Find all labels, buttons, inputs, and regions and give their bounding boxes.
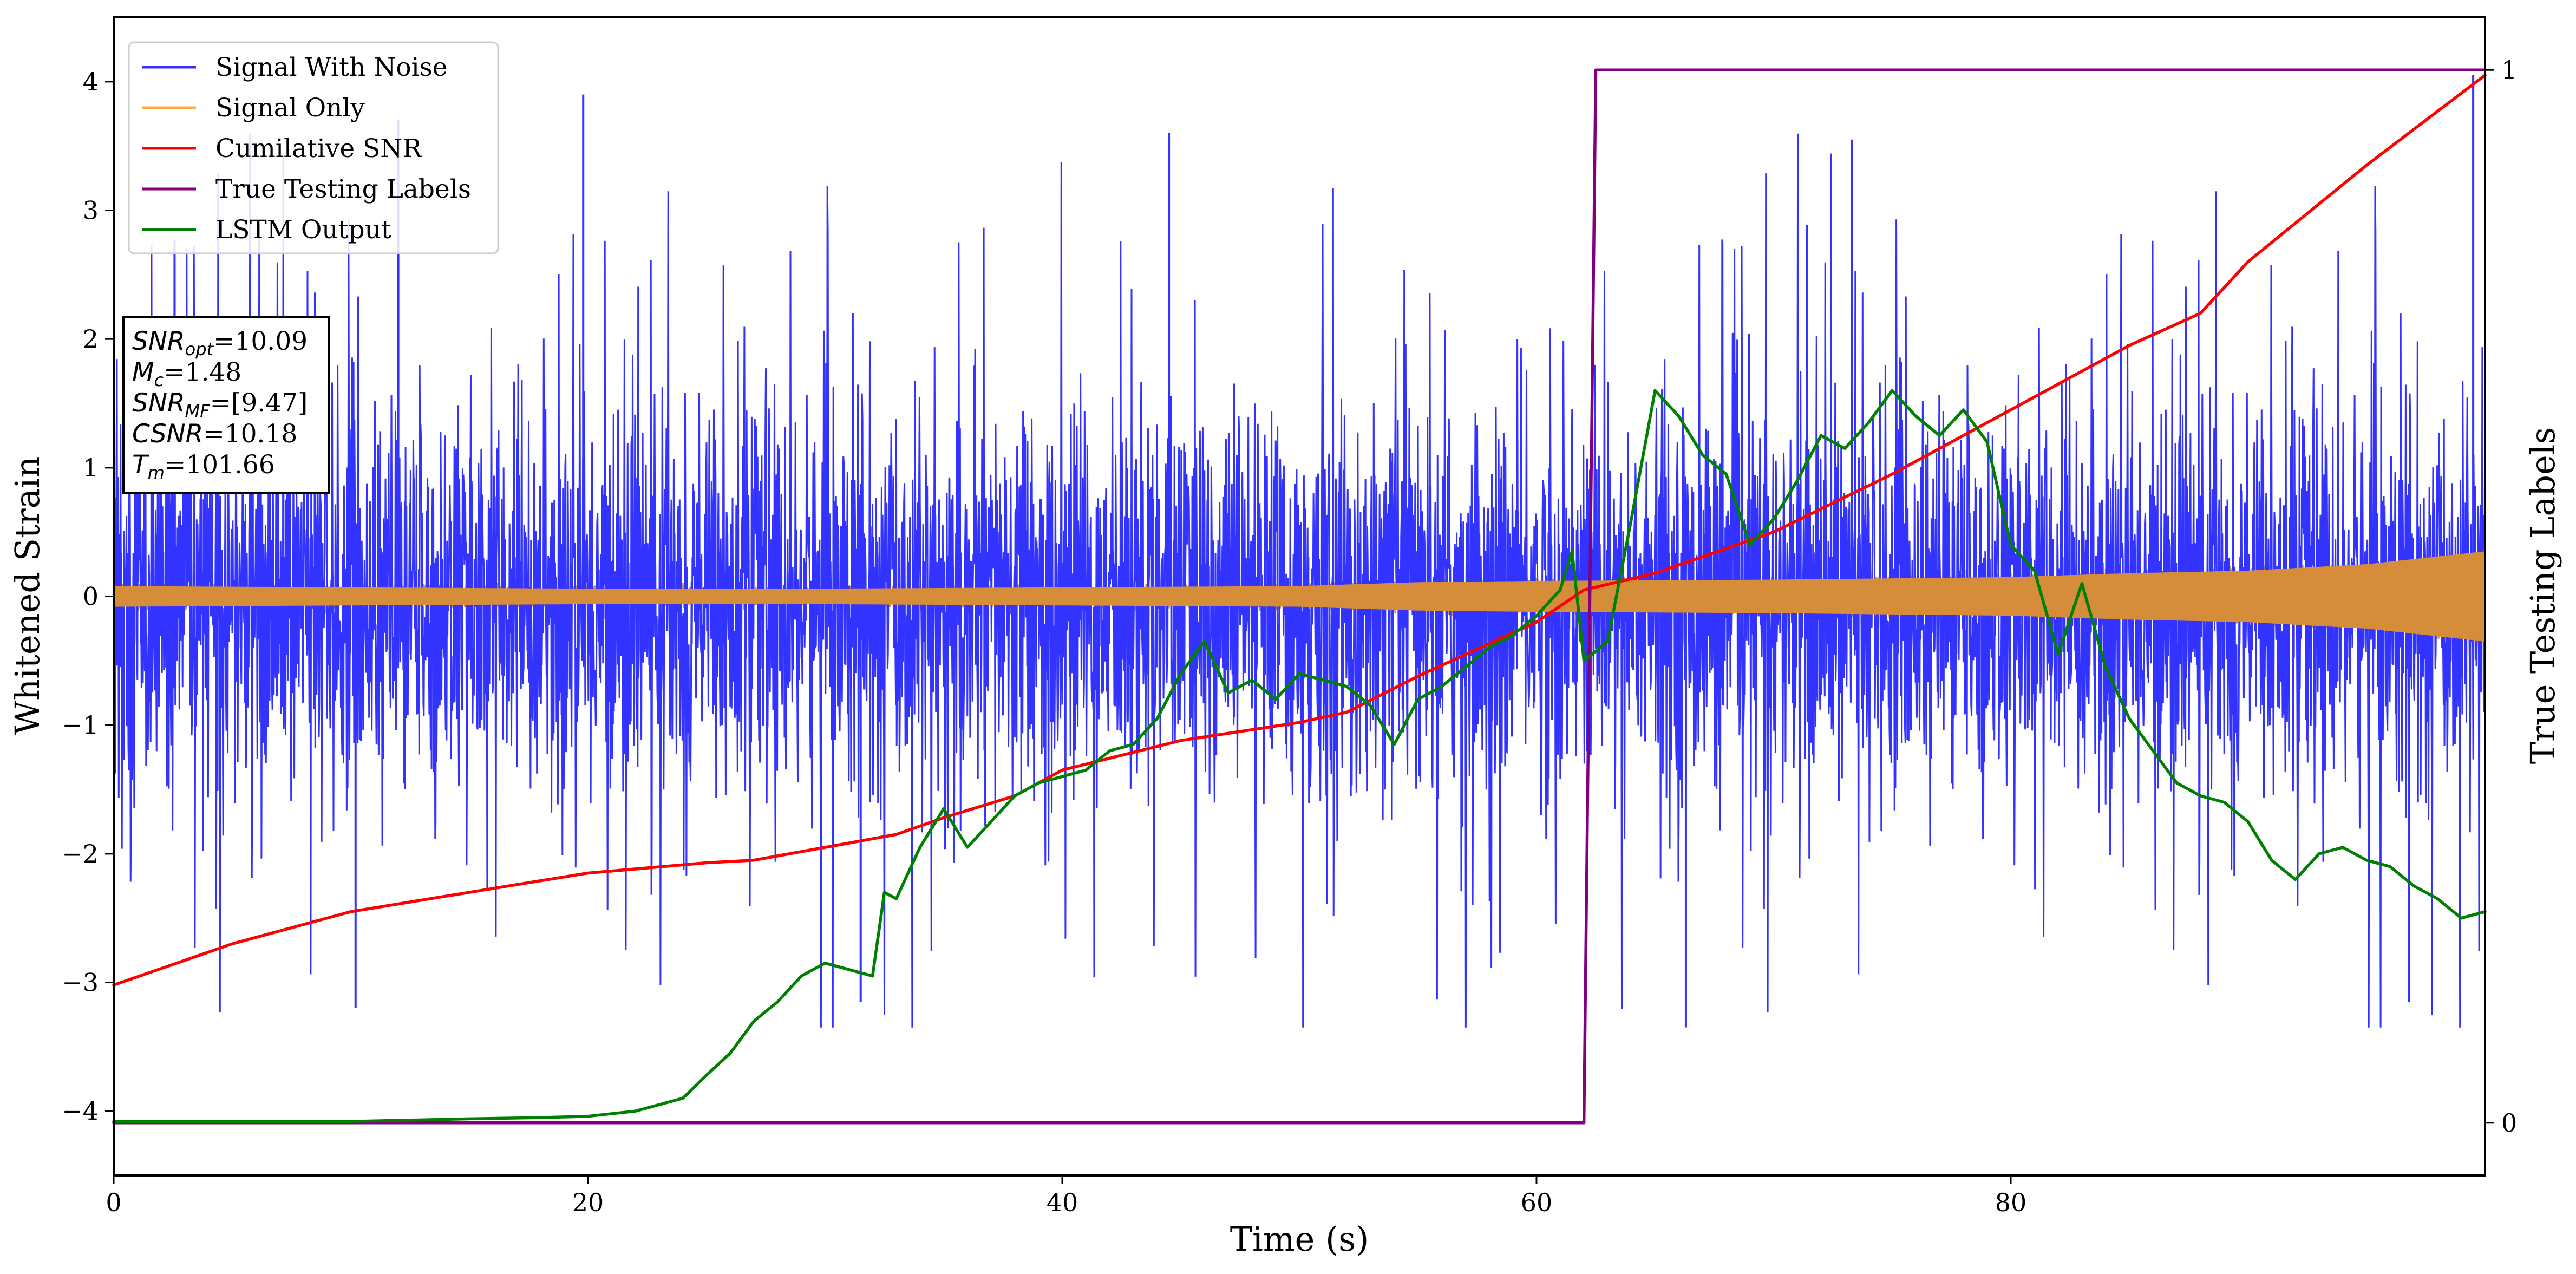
y-tick-label: −3 bbox=[62, 968, 99, 997]
true-testing-labels-series bbox=[112, 68, 2487, 1125]
x-axis-title: Time (s) bbox=[1230, 1219, 1369, 1259]
lstm-output-series bbox=[112, 389, 2487, 1123]
x-tick-label: 80 bbox=[1995, 1188, 2027, 1217]
y-axis-ticks: −4 −3 −2 −1 0 1 2 3 4 bbox=[62, 67, 114, 1126]
signal-with-noise-series bbox=[113, 75, 2486, 1028]
info-line: SNRopt=10.09 bbox=[132, 326, 308, 360]
info-box-frame bbox=[122, 316, 330, 494]
x-tick-label: 60 bbox=[1521, 1188, 1553, 1217]
y-tick-label: 2 bbox=[83, 324, 99, 354]
info-line: Tm=101.66 bbox=[132, 450, 275, 483]
lstm-output-line bbox=[112, 389, 2487, 1123]
info-line: Mc=1.48 bbox=[132, 357, 241, 390]
true-testing-labels-line bbox=[112, 68, 2487, 1125]
legend-box bbox=[128, 41, 499, 254]
y-tick-label: −1 bbox=[62, 710, 99, 740]
x-tick-label: 20 bbox=[572, 1188, 604, 1217]
legend: Signal With Noise Signal Only Cumilative S… bbox=[128, 41, 499, 254]
info-line: CSNR=10.18 bbox=[132, 419, 297, 449]
cumulative-snr-line bbox=[112, 74, 2487, 987]
cumulative-snr-series bbox=[112, 74, 2487, 987]
legend-label: True Testing Labels bbox=[215, 174, 471, 204]
y-axis-right-title: True Testing Labels bbox=[2523, 427, 2562, 765]
y-tick-label: 1 bbox=[83, 453, 99, 482]
y-axis-right-ticks: 01 bbox=[2485, 55, 2517, 1138]
y-axis-title: Whitened Strain bbox=[8, 456, 47, 735]
legend-label: Signal Only bbox=[215, 93, 365, 123]
y-tick-label: 3 bbox=[83, 196, 99, 225]
y-tick-label: 4 bbox=[83, 67, 99, 96]
info-box: SNRopt=10.09Mc=1.48SNRMF=[9.47]CSNR=10.1… bbox=[122, 316, 330, 494]
y-tick-label: −2 bbox=[62, 839, 99, 868]
x-tick-label: 0 bbox=[106, 1188, 121, 1217]
legend-label: Signal With Noise bbox=[215, 53, 448, 82]
y-tick-label: −4 bbox=[62, 1096, 99, 1126]
x-tick-label: 40 bbox=[1047, 1188, 1078, 1217]
signal-only-overlay bbox=[113, 551, 2486, 642]
legend-label: LSTM Output bbox=[215, 215, 391, 245]
y-right-tick-label: 1 bbox=[2501, 55, 2517, 84]
legend-label: Cumilative SNR bbox=[215, 134, 422, 164]
y-right-tick-label: 0 bbox=[2501, 1108, 2517, 1138]
info-line: SNRMF=[9.47] bbox=[132, 388, 308, 421]
y-tick-label: 0 bbox=[83, 582, 99, 611]
x-axis-ticks: 0 20 40 60 80 bbox=[106, 1175, 2026, 1217]
signal-with-noise-line bbox=[113, 133, 2486, 1028]
